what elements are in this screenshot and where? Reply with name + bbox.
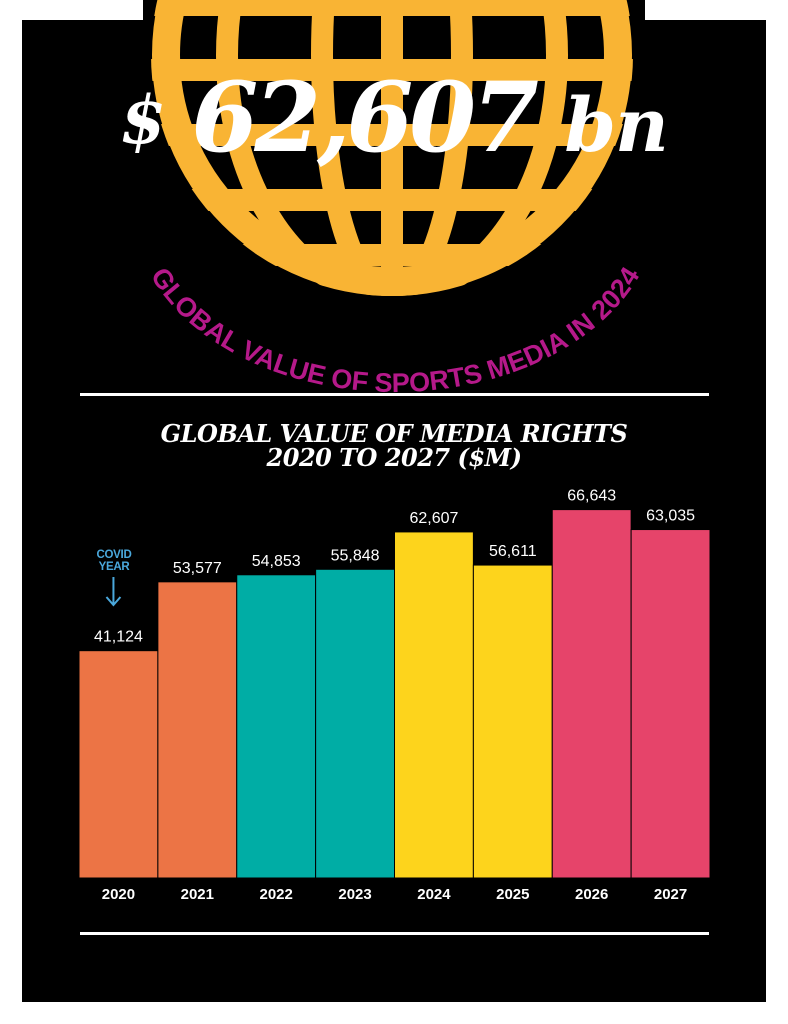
value-label-2024: 62,607 — [409, 510, 458, 527]
headline-number: 62,607 — [191, 61, 538, 174]
headline-value: $ 62,607 bn — [0, 70, 788, 166]
bar-2024 — [394, 531, 474, 879]
category-label-2021: 2021 — [181, 886, 214, 903]
covid-annotation-line-1: COVID — [96, 549, 132, 561]
bar-2023 — [315, 568, 395, 879]
bar-2025 — [472, 564, 553, 879]
chart-title: GLOBAL VALUE OF MEDIA RIGHTS 2020 TO 202… — [0, 422, 788, 470]
chart-title-line-1: GLOBAL VALUE OF MEDIA RIGHTS — [160, 419, 628, 448]
headline-unit: bn — [564, 83, 669, 169]
covid-annotation: COVID YEAR — [86, 549, 142, 573]
top-divider — [80, 393, 709, 396]
value-label-2020: 41,124 — [94, 629, 143, 646]
category-label-2024: 2024 — [417, 886, 451, 903]
currency-symbol: $ — [120, 81, 166, 159]
bar-2027 — [630, 529, 711, 879]
category-label-2023: 2023 — [338, 886, 371, 903]
bar-2026 — [551, 509, 632, 879]
arrow-down-icon — [105, 577, 122, 607]
category-label-2025: 2025 — [496, 886, 529, 903]
value-label-2027: 63,035 — [646, 508, 695, 525]
covid-annotation-line-2: YEAR — [98, 561, 130, 573]
bar-2021 — [157, 581, 238, 879]
category-label-2020: 2020 — [102, 886, 135, 903]
bar-2022 — [236, 574, 317, 879]
value-label-2023: 55,848 — [331, 547, 380, 564]
value-label-2026: 66,643 — [567, 488, 616, 505]
value-label-2025: 56,611 — [489, 543, 537, 560]
category-label-2022: 2022 — [260, 886, 293, 903]
bar-2020 — [78, 650, 159, 879]
bottom-divider — [80, 932, 709, 935]
category-label-2026: 2026 — [575, 886, 608, 903]
value-label-2021: 53,577 — [173, 560, 222, 577]
category-label-2027: 2027 — [654, 886, 687, 903]
chart-title-line-2: 2020 TO 2027 ($M) — [266, 443, 522, 472]
value-label-2022: 54,853 — [252, 553, 301, 570]
